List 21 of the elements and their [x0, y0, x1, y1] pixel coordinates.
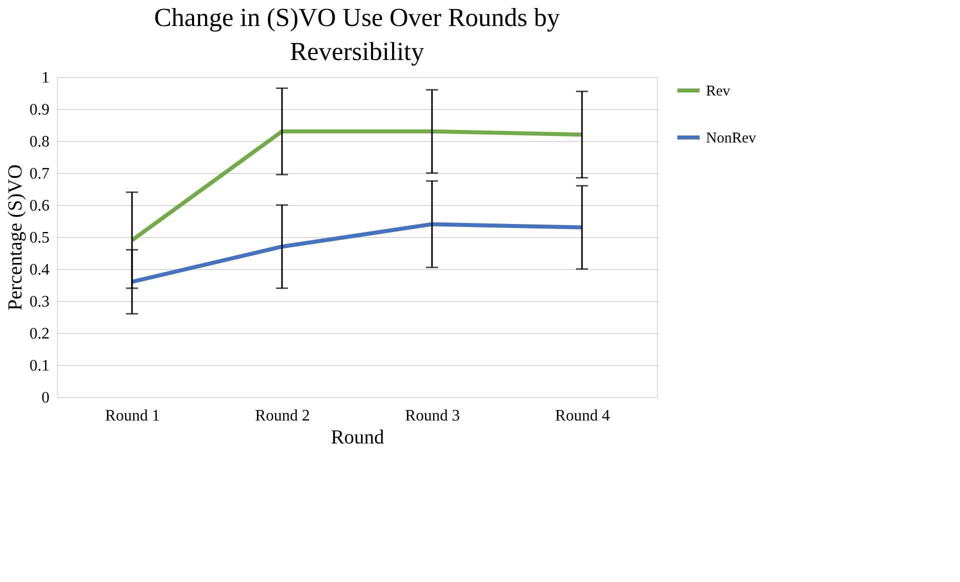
x-axis-title: Round	[330, 426, 384, 448]
x-tick-label: Round 1	[105, 408, 160, 424]
legend-label: NonRev	[706, 130, 756, 146]
x-tick-label: Round 3	[405, 408, 460, 424]
y-tick-label: 0.7	[30, 166, 50, 182]
chart-title: Change in (S)VO Use Over Rounds by Reversibility	[154, 3, 560, 66]
legend-label: Rev	[706, 84, 731, 100]
y-tick-label: 0.3	[30, 294, 50, 310]
line-series	[130, 222, 584, 284]
x-tick-label: Round 4	[555, 408, 610, 424]
y-tick-label: 0.4	[30, 262, 50, 278]
y-tick-label: 0.5	[30, 230, 50, 246]
y-tick-label: 0	[42, 390, 50, 406]
y-tick-label: 0.9	[30, 102, 50, 118]
y-tick-label: 0.2	[30, 326, 50, 342]
y-tick-label: 0.6	[30, 198, 50, 214]
x-tick-label: Round 2	[255, 408, 310, 424]
y-tick-label: 1	[42, 70, 50, 86]
y-axis-title: Percentage (S)VO	[4, 164, 26, 311]
y-tick-label: 0.8	[30, 134, 50, 150]
y-tick-label: 0.1	[30, 358, 50, 374]
